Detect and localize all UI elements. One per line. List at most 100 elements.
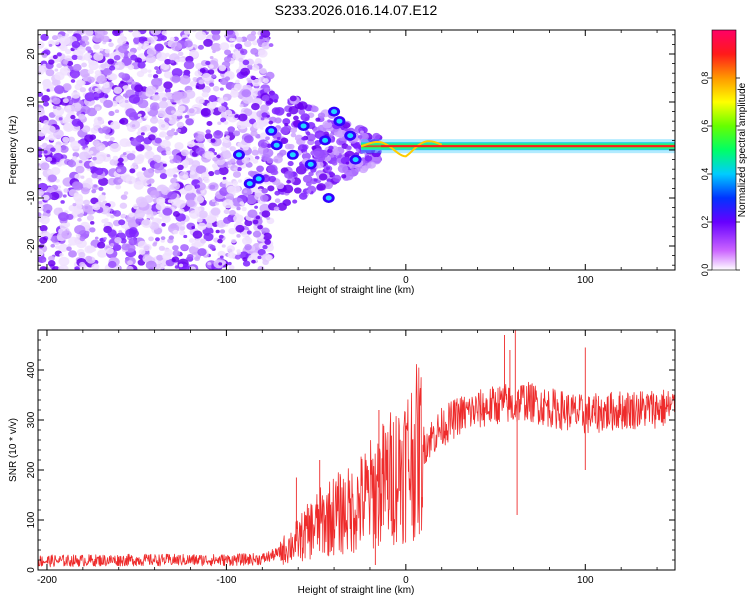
spectrogram-blob	[209, 184, 216, 190]
y-tick-label: -10	[26, 190, 37, 205]
spectrogram-blob	[195, 184, 201, 189]
spectrogram-blob	[122, 93, 128, 98]
spectrogram-blob	[224, 49, 232, 56]
spectrogram-blob	[141, 167, 147, 171]
spectrogram-blob	[50, 147, 56, 153]
spectrogram-blob	[242, 84, 248, 90]
spectrogram-blob	[91, 263, 100, 270]
spectrogram-blob	[137, 113, 142, 117]
spectrogram-blob	[138, 175, 146, 181]
spectrogram-blob	[39, 224, 48, 232]
spectrogram-blob	[267, 185, 275, 192]
spectrogram-blob	[118, 45, 128, 54]
spectrogram-blob	[150, 126, 158, 133]
spectrogram-blob	[77, 139, 83, 144]
spectrogram-blob	[250, 130, 258, 137]
spectrogram-blob	[301, 136, 306, 141]
spectrogram-blob	[189, 210, 200, 219]
spectrogram-blob	[83, 199, 90, 206]
spectrogram-blob	[280, 137, 289, 144]
spectrogram-blob	[158, 213, 163, 218]
spectrogram-blob	[183, 60, 195, 70]
spectrogram-blob	[156, 196, 166, 205]
spectrogram-blob	[200, 238, 207, 244]
spectrogram-blob	[209, 64, 214, 69]
spectrogram-blob	[71, 40, 81, 49]
spectrogram-blob	[223, 56, 232, 63]
spectrogram-blob	[136, 46, 142, 51]
spectrogram-blob	[257, 49, 268, 58]
spectrogram-blob	[97, 116, 103, 121]
spectrogram-blob	[162, 163, 167, 167]
spectrogram-blob	[241, 236, 253, 246]
spectrogram-blob	[215, 229, 220, 234]
spectrogram-blob	[226, 30, 234, 35]
spectrogram-blob	[117, 157, 124, 163]
spectrogram-blob	[104, 48, 111, 54]
x-tick-label: -200	[37, 275, 57, 286]
spectrogram-blob	[68, 250, 77, 258]
spectrogram-blob	[88, 150, 94, 155]
spectrogram-blob	[332, 174, 342, 183]
spectrogram-blob	[282, 184, 294, 194]
spectrogram-blob	[143, 168, 154, 178]
spectrogram-blob	[196, 217, 203, 223]
spectrogram-blob	[264, 239, 272, 245]
colorbar-tick-label: 0.4	[700, 168, 710, 181]
snr-spikes	[295, 330, 586, 565]
spectrogram-blob	[129, 168, 136, 174]
spectrogram-blob	[165, 91, 172, 98]
spectrogram-blob	[243, 108, 253, 117]
spectrogram-blob	[88, 61, 99, 71]
spectrogram-blob	[38, 200, 43, 205]
spectrogram-blob	[118, 230, 123, 234]
spectrogram-blob	[159, 173, 168, 180]
spectrogram-blob	[66, 60, 74, 67]
spectrogram-blob	[124, 99, 129, 104]
spectrogram-blob	[146, 47, 157, 56]
spectrogram-blob	[197, 104, 203, 108]
spectrogram-blob	[203, 232, 214, 242]
spectrogram-blob	[221, 244, 226, 248]
spectrogram-blob	[66, 246, 72, 252]
spectrogram-blob	[108, 110, 115, 117]
spectrogram-blob	[39, 236, 48, 244]
spectrogram-blob	[237, 179, 243, 183]
spectrogram-blob	[94, 167, 104, 176]
spectrogram-blob	[95, 106, 101, 112]
spectrogram-blob	[78, 113, 86, 120]
spectrogram-blob	[306, 133, 316, 142]
spectrogram-blob	[66, 30, 74, 34]
spectrogram-blob	[103, 236, 107, 240]
spectrogram-blob	[40, 33, 49, 41]
spectrogram-blob	[89, 134, 97, 140]
spectrogram-blob	[318, 173, 328, 181]
spectrogram-blob	[152, 94, 160, 101]
spectrogram-blob	[217, 121, 222, 126]
spectrogram-blob	[127, 64, 135, 70]
spectrogram-blob	[38, 256, 47, 263]
spectrogram-blob	[184, 40, 193, 48]
spectrogram-blob	[92, 156, 97, 161]
spectrogram-blob	[267, 164, 278, 174]
spectrogram-blob	[231, 239, 237, 244]
spectrogram-blob	[260, 142, 268, 149]
spectrogram-blob	[205, 60, 211, 66]
spectrogram-blob	[257, 265, 265, 270]
spectrogram-blob	[48, 255, 55, 262]
spectrogram-blob	[211, 33, 221, 41]
spectrogram-blob	[58, 264, 69, 270]
spectrogram-blob	[86, 107, 98, 117]
spectrogram-blob	[70, 72, 79, 79]
spectrogram-blob	[102, 82, 110, 89]
spectrogram-blob	[236, 120, 248, 130]
spectrogram-blob	[225, 193, 234, 201]
spectrogram-blob	[76, 30, 86, 35]
spectrogram-blob	[155, 202, 166, 211]
spectrogram-blob	[203, 38, 213, 47]
spectrogram-blob	[145, 151, 154, 158]
spectrogram-blob	[85, 255, 93, 262]
spectrogram-blob	[109, 73, 118, 81]
spectrogram-blob	[169, 36, 175, 42]
spectrogram-blob	[230, 158, 236, 164]
